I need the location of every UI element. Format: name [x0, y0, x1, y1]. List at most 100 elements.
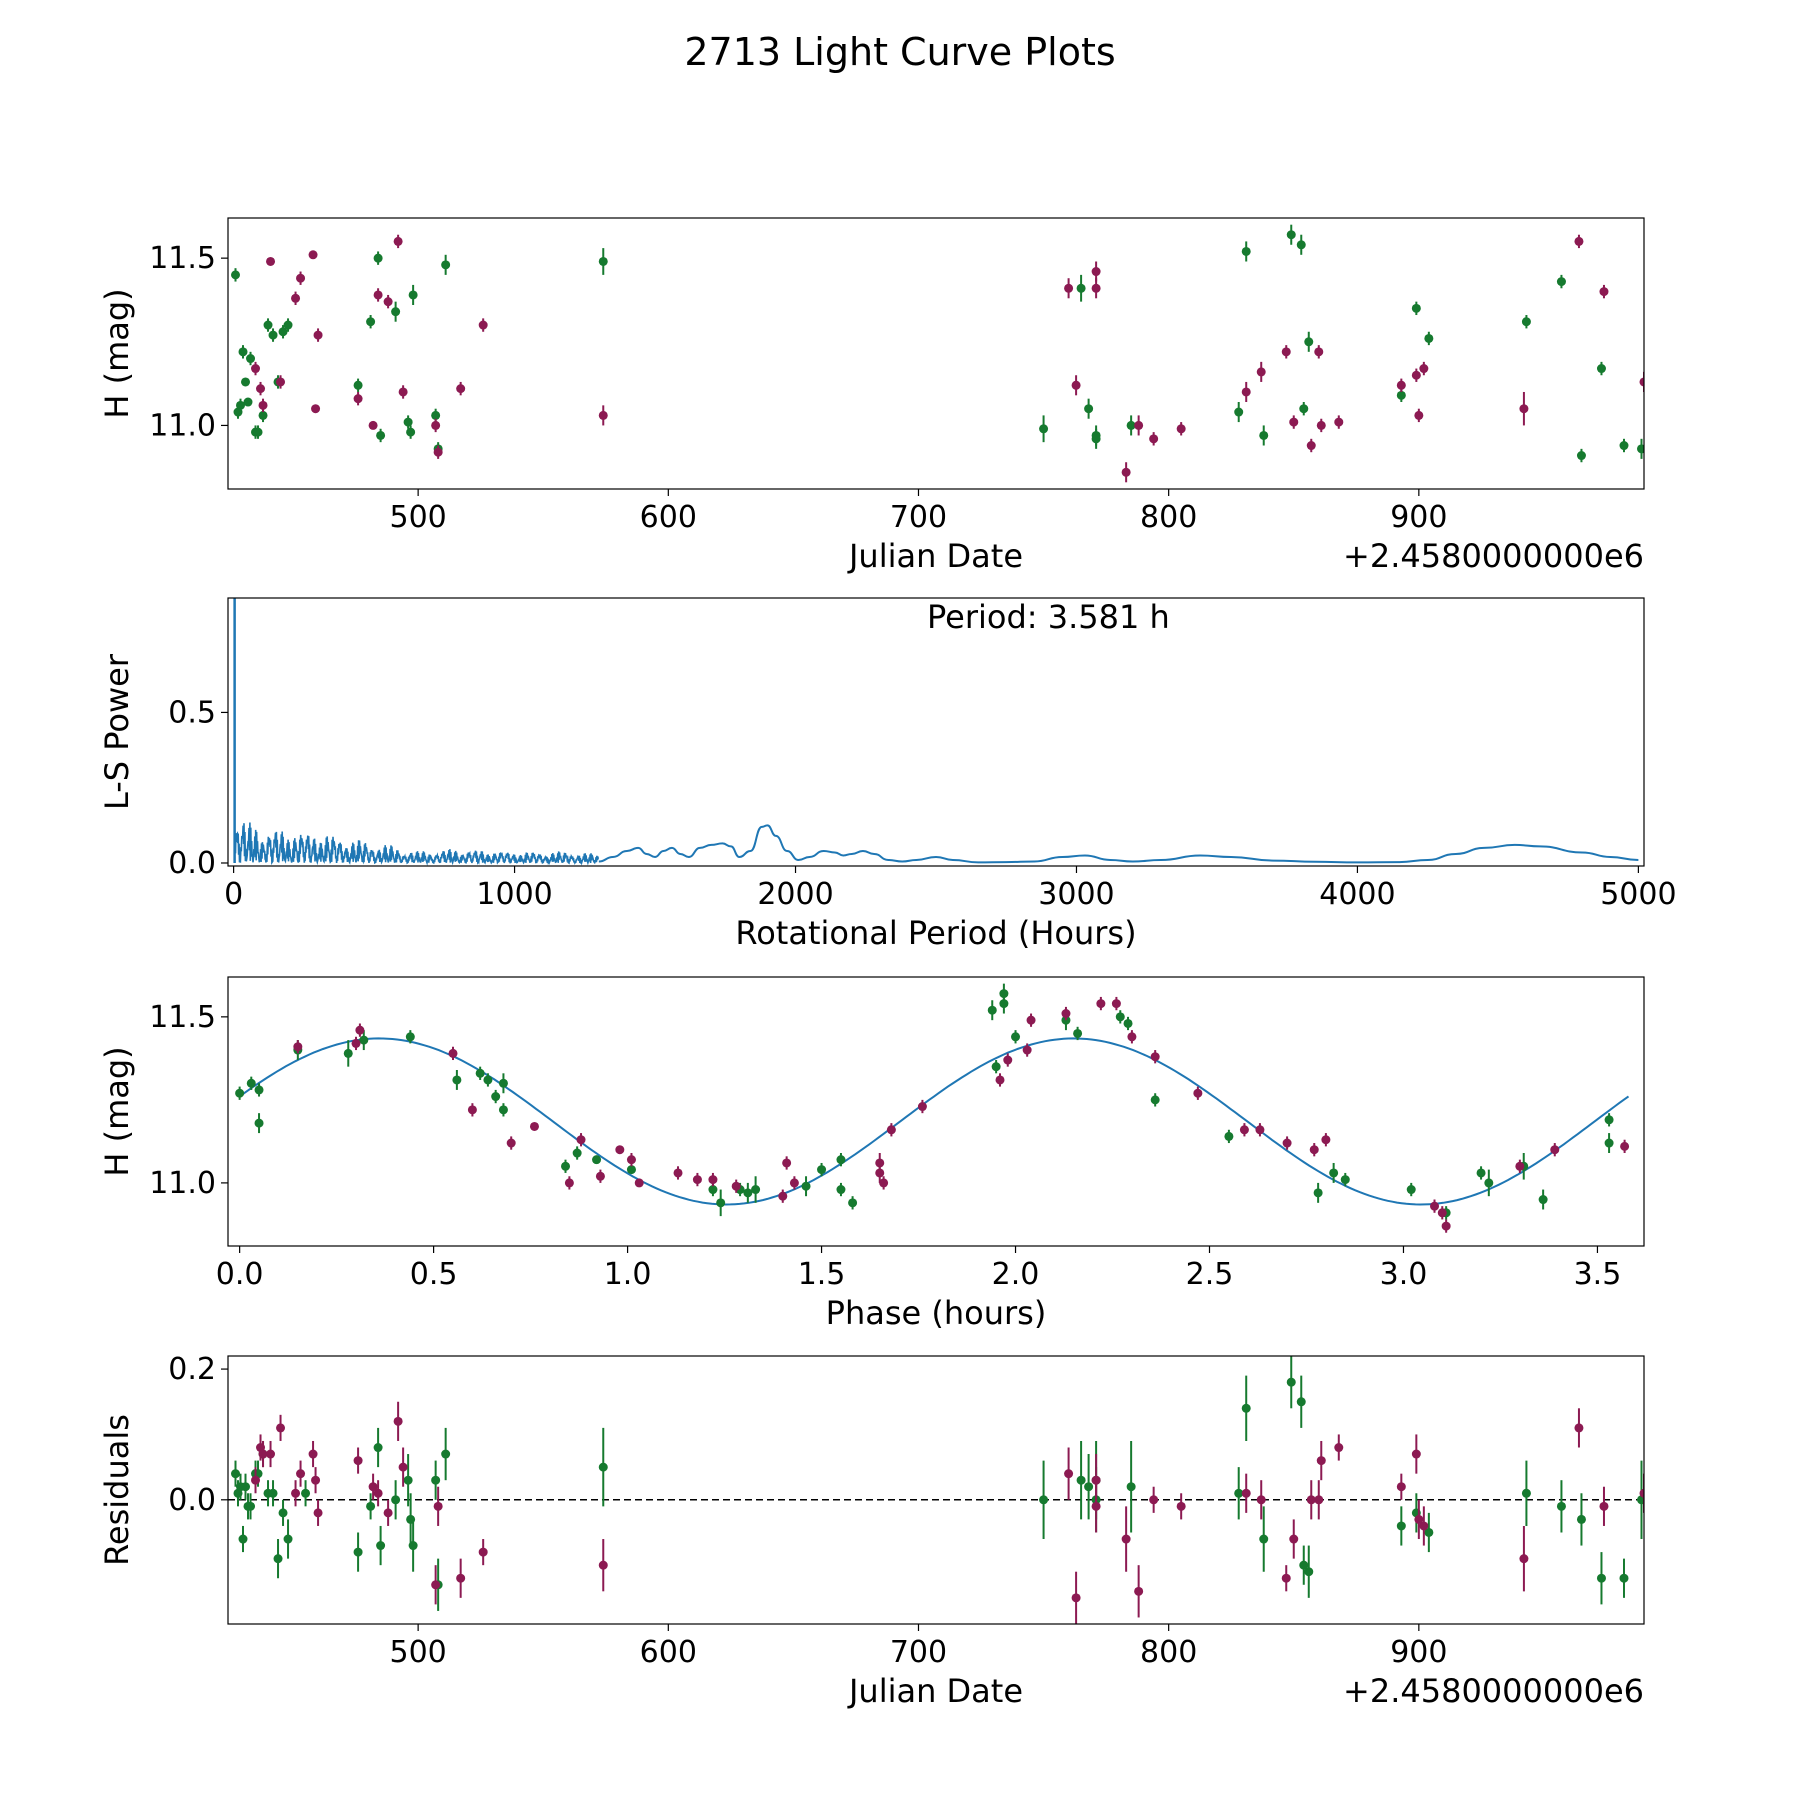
data-point: [1639, 377, 1644, 387]
data-point: [1599, 287, 1609, 297]
data-point: [383, 1508, 393, 1518]
data-point: [1437, 1208, 1447, 1218]
x-tick-label: 1.0: [604, 1257, 652, 1292]
x-axis-offset-text: +2.4580000000e6: [1343, 537, 1644, 575]
data-point: [1430, 1201, 1440, 1211]
data-point: [561, 1161, 571, 1171]
data-point: [1127, 1032, 1137, 1042]
data-point: [1234, 1488, 1244, 1498]
data-point: [376, 430, 386, 440]
plot-area-residuals: [228, 1356, 1644, 1624]
data-point: [1126, 1482, 1136, 1492]
data-point: [1259, 430, 1269, 440]
plot-area-periodogram: [233, 598, 1639, 866]
data-point: [1419, 364, 1429, 374]
x-axis-offset-text: +2.4580000000e6: [1343, 1672, 1644, 1710]
data-point: [366, 1501, 376, 1511]
data-point: [626, 1165, 636, 1175]
data-point: [359, 1035, 369, 1045]
data-point: [383, 297, 393, 307]
data-point: [353, 394, 363, 404]
data-point: [373, 290, 383, 300]
data-point: [1064, 283, 1074, 293]
data-point: [1636, 1495, 1644, 1505]
data-point: [615, 1145, 625, 1155]
data-point: [353, 1547, 363, 1557]
data-point: [1304, 337, 1314, 347]
data-point: [467, 1105, 477, 1115]
x-tick-label: 800: [1140, 1635, 1197, 1670]
y-tick-label: 0.2: [168, 1352, 216, 1387]
x-tick-label: 2.0: [992, 1257, 1040, 1292]
data-point: [1396, 380, 1406, 390]
x-tick-label: 500: [390, 1635, 447, 1670]
data-point: [1115, 1012, 1125, 1022]
data-point: [296, 273, 306, 283]
data-point: [1515, 1161, 1525, 1171]
data-point: [1329, 1168, 1339, 1178]
panel-phase: 0.0 0.5 1.0 1.5 2.0 2.5 3.0 3.5 11.0 11.5 Phase (h…: [98, 976, 1645, 1332]
x-tick-label: 2000: [757, 877, 833, 912]
data-point: [433, 1501, 443, 1511]
data-point: [276, 1423, 286, 1433]
data-point: [716, 1198, 726, 1208]
data-point: [1596, 364, 1606, 374]
axes-frame: [227, 976, 1645, 1247]
data-point: [276, 377, 286, 387]
period-annotation: Period: 3.581 h: [927, 598, 1170, 636]
x-tick-label: 1.5: [798, 1257, 846, 1292]
data-point: [1064, 1469, 1074, 1479]
data-point: [1521, 1488, 1531, 1498]
x-axis-label: Julian Date: [847, 1672, 1023, 1710]
data-point: [1091, 1501, 1101, 1511]
series-purple: [251, 1401, 1644, 1624]
data-point: [836, 1185, 846, 1195]
data-point: [408, 290, 418, 300]
data-point: [1484, 1178, 1494, 1188]
data-point: [886, 1125, 896, 1135]
data-point: [251, 1475, 261, 1485]
y-axis-label: H (mag): [98, 1046, 136, 1176]
data-point: [278, 327, 288, 337]
data-point: [1176, 1501, 1186, 1511]
data-point: [391, 307, 401, 317]
data-point: [393, 236, 403, 246]
data-point: [848, 1198, 858, 1208]
data-point: [1599, 1501, 1609, 1511]
data-point: [373, 1488, 383, 1498]
data-point: [1234, 407, 1244, 417]
data-point: [254, 1118, 264, 1128]
data-point: [1620, 1141, 1630, 1151]
series-green: [231, 224, 1644, 463]
data-point: [789, 1178, 799, 1188]
data-point: [1419, 1521, 1429, 1531]
x-tick-label: 0.0: [216, 1257, 264, 1292]
data-point: [1576, 1514, 1586, 1524]
data-point: [751, 1185, 761, 1195]
data-point: [1476, 1168, 1486, 1178]
x-tick-label: 600: [640, 500, 697, 535]
data-point: [1619, 441, 1629, 451]
data-point: [283, 320, 293, 330]
y-tick-label: 0.0: [168, 846, 216, 881]
data-point: [987, 1005, 997, 1015]
x-tick-label: 800: [1140, 500, 1197, 535]
data-point: [366, 317, 376, 327]
data-point: [576, 1135, 586, 1145]
data-point: [1084, 404, 1094, 414]
data-point: [995, 1075, 1005, 1085]
data-point: [241, 1482, 251, 1492]
data-point: [1096, 999, 1106, 1009]
data-point: [1639, 1488, 1644, 1498]
data-point: [1604, 1115, 1614, 1125]
data-point: [1123, 1018, 1133, 1028]
data-point: [782, 1158, 792, 1168]
data-point: [431, 1475, 441, 1485]
data-point: [598, 1560, 608, 1570]
data-point: [1111, 999, 1121, 1009]
x-axis-label: Julian Date: [847, 537, 1023, 575]
data-point: [478, 1547, 488, 1557]
data-point: [991, 1062, 1001, 1072]
data-point: [817, 1165, 827, 1175]
data-point: [1296, 240, 1306, 250]
